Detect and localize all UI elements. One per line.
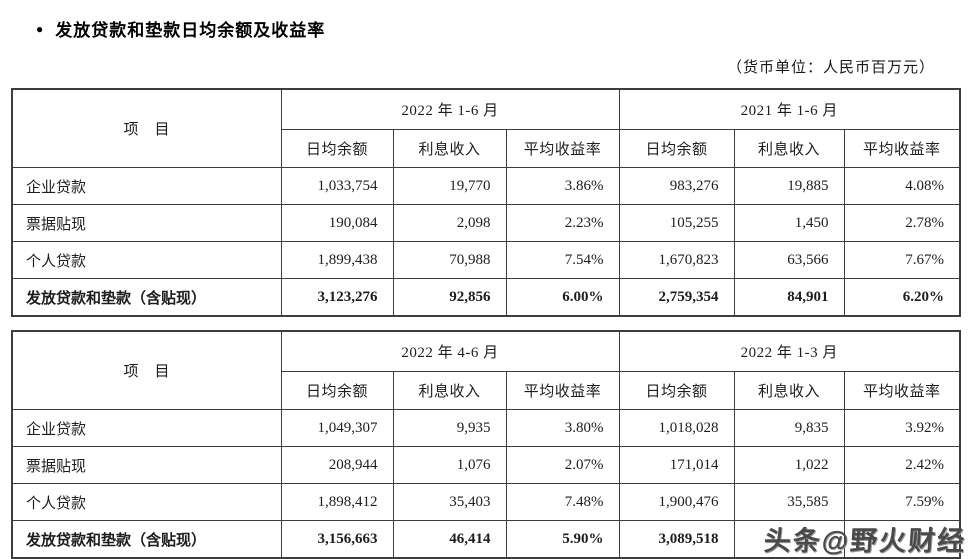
metric-column-header: 利息收入 [392,371,507,410]
value-cell: 1,670,823 [618,241,735,279]
data-table: 项 目 2022 年 4-6 月 2022 年 1-3 月日均余额 利息收入 平均收益率… [11,330,962,559]
table-row: 企业贷款 1,049,307 9,935 3.80% 1,018,028 9,835 3.9… [11,409,961,447]
metric-column-header: 日均余额 [618,371,735,410]
value-cell: 2.42% [843,446,961,484]
watermark: 头条@野火财经 [762,526,967,556]
value-cell: 92,856 [392,278,507,317]
item-column-header: 项 目 [11,88,282,168]
value-cell: 3.86% [505,167,620,205]
row-label: 个人贷款 [11,241,282,279]
period-group-header: 2022 年 1-6 月 [280,88,620,130]
value-cell: 19,770 [392,167,507,205]
item-column-header: 项 目 [11,330,282,410]
value-cell: 3,156,663 [280,520,394,559]
data-table: 项 目 2022 年 1-6 月 2021 年 1-6 月日均余额 利息收入 平均收益率… [11,88,962,317]
value-cell: 6.00% [505,278,620,317]
value-cell [843,520,961,559]
row-label: 企业贷款 [11,409,282,447]
metric-column-header: 日均余额 [618,129,735,168]
value-cell: 3,123,276 [280,278,394,317]
value-cell: 70,988 [392,241,507,279]
value-cell: 9,935 [392,409,507,447]
row-label: 票据贴现 [11,446,282,484]
value-cell: 1,018,028 [618,409,735,447]
value-cell: 7.59% [843,483,961,521]
table-row: 个人贷款 1,898,412 35,403 7.48% 1,900,476 35,585 7… [11,483,961,521]
table-row: 个人贷款 1,899,438 70,988 7.54% 1,670,823 63,566 7… [11,241,961,279]
loan-table-h1-comparison: 项 目 2022 年 1-6 月 2021 年 1-6 月日均余额 利息收入 平均收益率… [11,88,962,317]
page-title-text: 发放贷款和垫款日均余额及收益率 [55,21,326,40]
metric-column-header: 利息收入 [733,371,845,410]
value-cell: 1,899,438 [280,241,394,279]
value-cell: 1,076 [392,446,507,484]
value-cell: 46,414 [392,520,507,559]
value-cell: 1,022 [733,446,845,484]
table-row: 发放贷款和垫款（含贴现） 3,156,663 46,414 5.90% 3,089,51… [11,520,961,559]
value-cell: 7.67% [843,241,961,279]
value-cell: 1,898,412 [280,483,394,521]
value-cell: 4.08% [843,167,961,205]
table-row: 发放贷款和垫款（含贴现） 3,123,276 92,856 6.00% 2,759,35… [11,278,961,317]
value-cell: 7.48% [505,483,620,521]
value-cell: 19,885 [733,167,845,205]
table-row: 票据贴现 208,944 1,076 2.07% 171,014 1,022 2.42% [11,446,961,484]
metric-column-header: 平均收益率 [843,129,961,168]
metric-column-header: 利息收入 [392,129,507,168]
value-cell: 9,835 [733,409,845,447]
value-cell: 5.90% [505,520,620,559]
bullet-icon: ● [36,21,45,36]
row-label: 企业贷款 [11,167,282,205]
value-cell: 1,900,476 [618,483,735,521]
value-cell: 2,759,354 [618,278,735,317]
value-cell [733,520,845,559]
value-cell: 983,276 [618,167,735,205]
value-cell: 3,089,518 [618,520,735,559]
period-group-header: 2022 年 1-3 月 [618,330,961,372]
metric-column-header: 平均收益率 [505,129,620,168]
value-cell: 84,901 [733,278,845,317]
value-cell: 208,944 [280,446,394,484]
value-cell: 1,450 [733,204,845,242]
table-row: 票据贴现 190,084 2,098 2.23% 105,255 1,450 2.78% [11,204,961,242]
period-group-header: 2022 年 4-6 月 [280,330,620,372]
value-cell: 2.07% [505,446,620,484]
row-label: 票据贴现 [11,204,282,242]
value-cell: 190,084 [280,204,394,242]
value-cell: 2.23% [505,204,620,242]
metric-column-header: 日均余额 [280,129,394,168]
metric-column-header: 平均收益率 [505,371,620,410]
row-label: 发放贷款和垫款（含贴现） [11,520,282,559]
table-row: 企业贷款 1,033,754 19,770 3.86% 983,276 19,885 4.0… [11,167,961,205]
value-cell: 63,566 [733,241,845,279]
value-cell: 7.54% [505,241,620,279]
value-cell: 2.78% [843,204,961,242]
metric-column-header: 平均收益率 [843,371,961,410]
value-cell: 3.92% [843,409,961,447]
value-cell: 105,255 [618,204,735,242]
value-cell: 1,033,754 [280,167,394,205]
value-cell: 2,098 [392,204,507,242]
page-title: ● 发放贷款和垫款日均余额及收益率 [36,16,325,41]
value-cell: 6.20% [843,278,961,317]
value-cell: 35,585 [733,483,845,521]
row-label: 个人贷款 [11,483,282,521]
value-cell: 171,014 [618,446,735,484]
value-cell: 3.80% [505,409,620,447]
loan-table-quarterly-comparison: 项 目 2022 年 4-6 月 2022 年 1-3 月日均余额 利息收入 平均收益率… [11,330,962,559]
metric-column-header: 日均余额 [280,371,394,410]
metric-column-header: 利息收入 [733,129,845,168]
value-cell: 35,403 [392,483,507,521]
row-label: 发放贷款和垫款（含贴现） [11,278,282,317]
currency-unit-note: （货币单位：人民币百万元） [726,60,935,76]
period-group-header: 2021 年 1-6 月 [618,88,961,130]
value-cell: 1,049,307 [280,409,394,447]
